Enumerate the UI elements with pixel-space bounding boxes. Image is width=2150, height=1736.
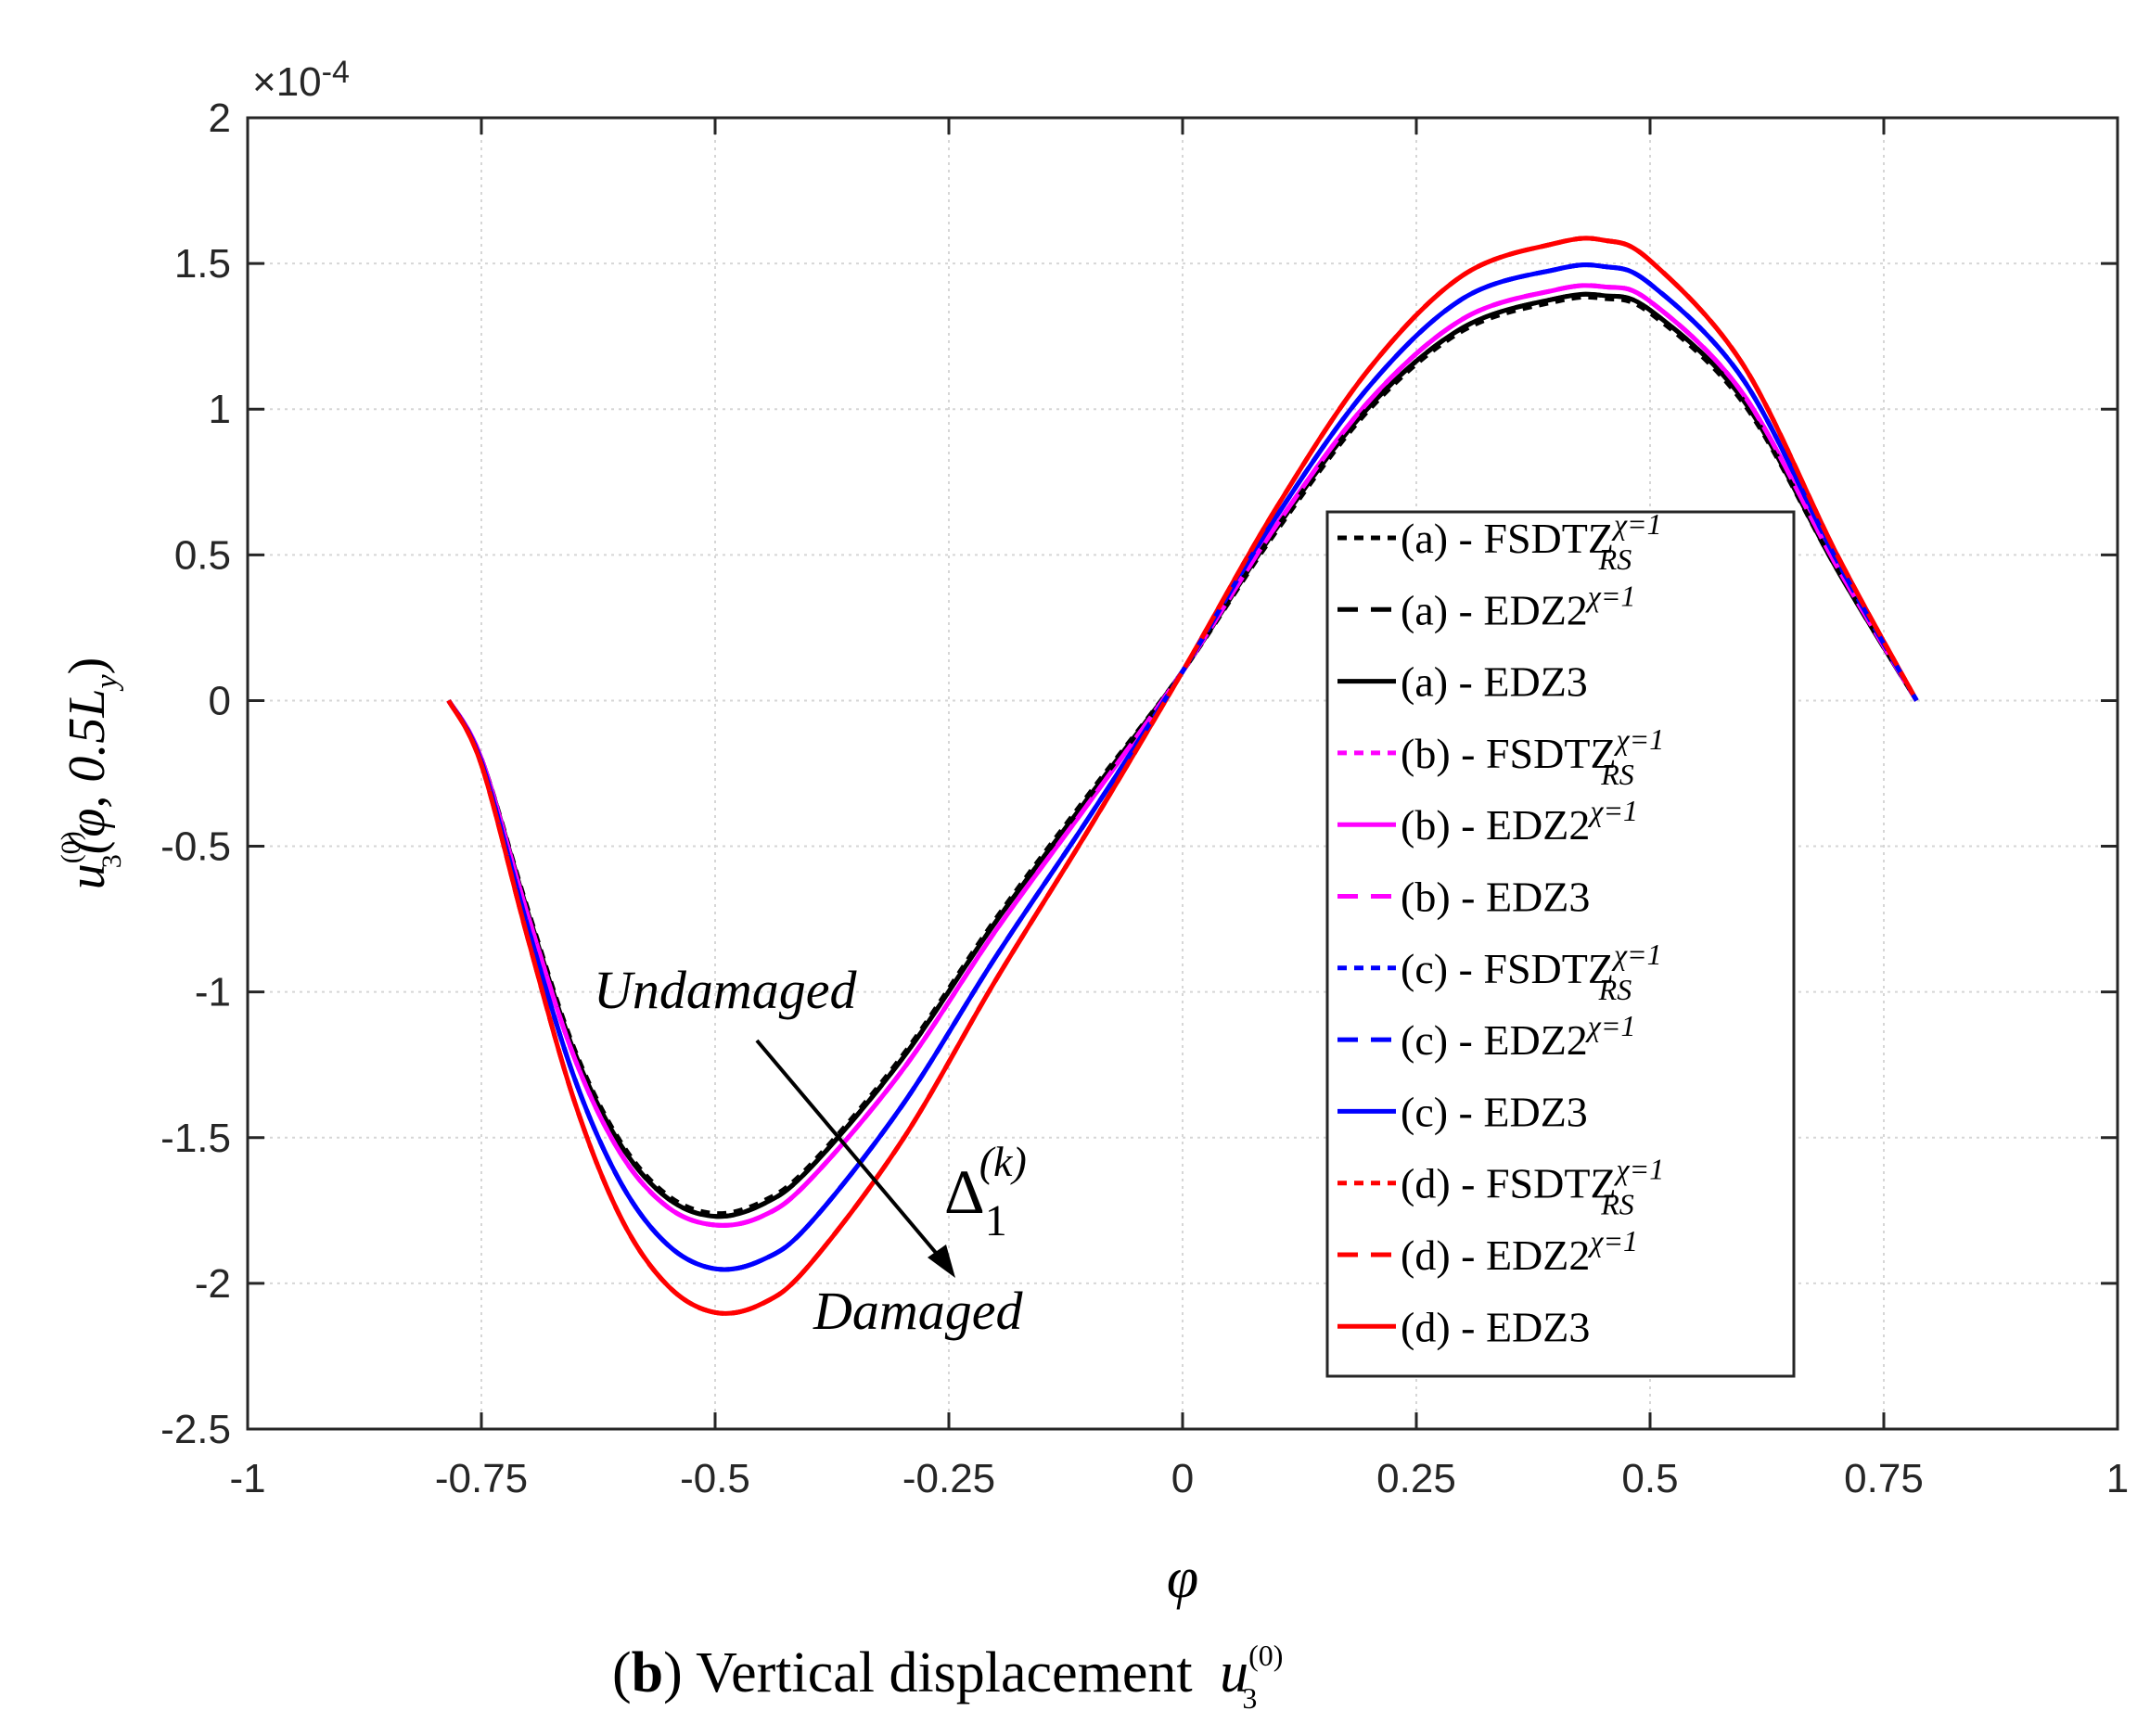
y-tick-label: 1.5 <box>174 241 231 287</box>
x-tick-label: -0.5 <box>680 1456 750 1501</box>
legend-label-0: (a) - FSDTZχ=1 RS <box>1401 507 1662 576</box>
y-tick-label: 0.5 <box>174 532 231 578</box>
x-tick-label: -0.25 <box>902 1456 995 1501</box>
legend-label-4: (b) - EDZ2χ=1 <box>1401 794 1638 849</box>
legend-label-9: (d) - FSDTZχ=1 RS <box>1401 1153 1664 1221</box>
legend-label-5: (b) - EDZ3 <box>1401 874 1590 921</box>
x-tick-label: -0.75 <box>435 1456 528 1501</box>
legend-label-11: (d) - EDZ3 <box>1401 1303 1590 1350</box>
y-tick-label: 1 <box>209 387 231 432</box>
legend-items: (a) - FSDTZχ=1 RS(a) - EDZ2χ=1 (a) - EDZ3 (… <box>1337 507 1664 1350</box>
series-line-1 <box>446 291 1919 1219</box>
legend-label-7: (c) - EDZ2χ=1 <box>1401 1009 1635 1064</box>
x-tick-label: 0.75 <box>1844 1456 1924 1501</box>
legend-box <box>1325 510 1796 1378</box>
x-tick-label: 0.5 <box>1621 1456 1678 1501</box>
axis-ticks: -1 -0.75 -0.5 -0.25 0 0.25 0.5 0.75 1 -2.5 -2 -1.5 -… <box>160 96 2129 1501</box>
x-tick-label: 0.25 <box>1376 1456 1456 1501</box>
x-tick-label: 1 <box>2106 1456 2129 1501</box>
legend-label-2: (a) - EDZ3 <box>1401 658 1588 706</box>
legend-label-8: (c) - EDZ3 <box>1401 1088 1588 1135</box>
annotation-damaged: Damaged <box>813 1281 1024 1341</box>
figure-caption: (b) Vertical displacement u(0) 3 <box>612 1639 1283 1715</box>
y-tick-label: 0 <box>209 678 231 723</box>
series-line-5 <box>446 283 1919 1228</box>
y-tick-label: -2.5 <box>160 1407 231 1452</box>
delta-annotation: Δ1(k) <box>944 1138 1027 1245</box>
series-line-10 <box>446 236 1919 1316</box>
y-tick-label: -1 <box>195 970 231 1015</box>
exponent-label: ×10-4 <box>252 55 350 105</box>
damage-arrow-head <box>928 1245 955 1278</box>
y-axis-label: u(0) 3(φ, 0.5Ly) <box>56 657 127 890</box>
legend-label-3: (b) - FSDTZχ=1 RS <box>1401 722 1664 791</box>
y-tick-label: -2 <box>195 1261 231 1307</box>
x-tick-label: -1 <box>229 1456 265 1501</box>
annotation-undamaged: Undamaged <box>594 960 858 1020</box>
grid-lines <box>248 118 2118 1429</box>
y-tick-label: -1.5 <box>160 1116 231 1161</box>
legend: (a) - FSDTZχ=1 RS(a) - EDZ2χ=1 (a) - EDZ3 (… <box>1325 507 1796 1378</box>
y-tick-label: -0.5 <box>160 824 231 870</box>
legend-label-1: (a) - EDZ2χ=1 <box>1401 579 1635 633</box>
legend-label-10: (d) - EDZ2χ=1 <box>1401 1224 1638 1279</box>
x-axis-label: φ <box>1167 1547 1198 1610</box>
legend-label-6: (c) - FSDTZχ=1 RS <box>1401 938 1662 1006</box>
y-tick-label: 2 <box>209 96 231 141</box>
series-line-7 <box>446 262 1919 1272</box>
series-lines <box>446 236 1919 1316</box>
x-tick-label: 0 <box>1171 1456 1194 1501</box>
damage-arrow-shaft <box>755 1039 948 1267</box>
